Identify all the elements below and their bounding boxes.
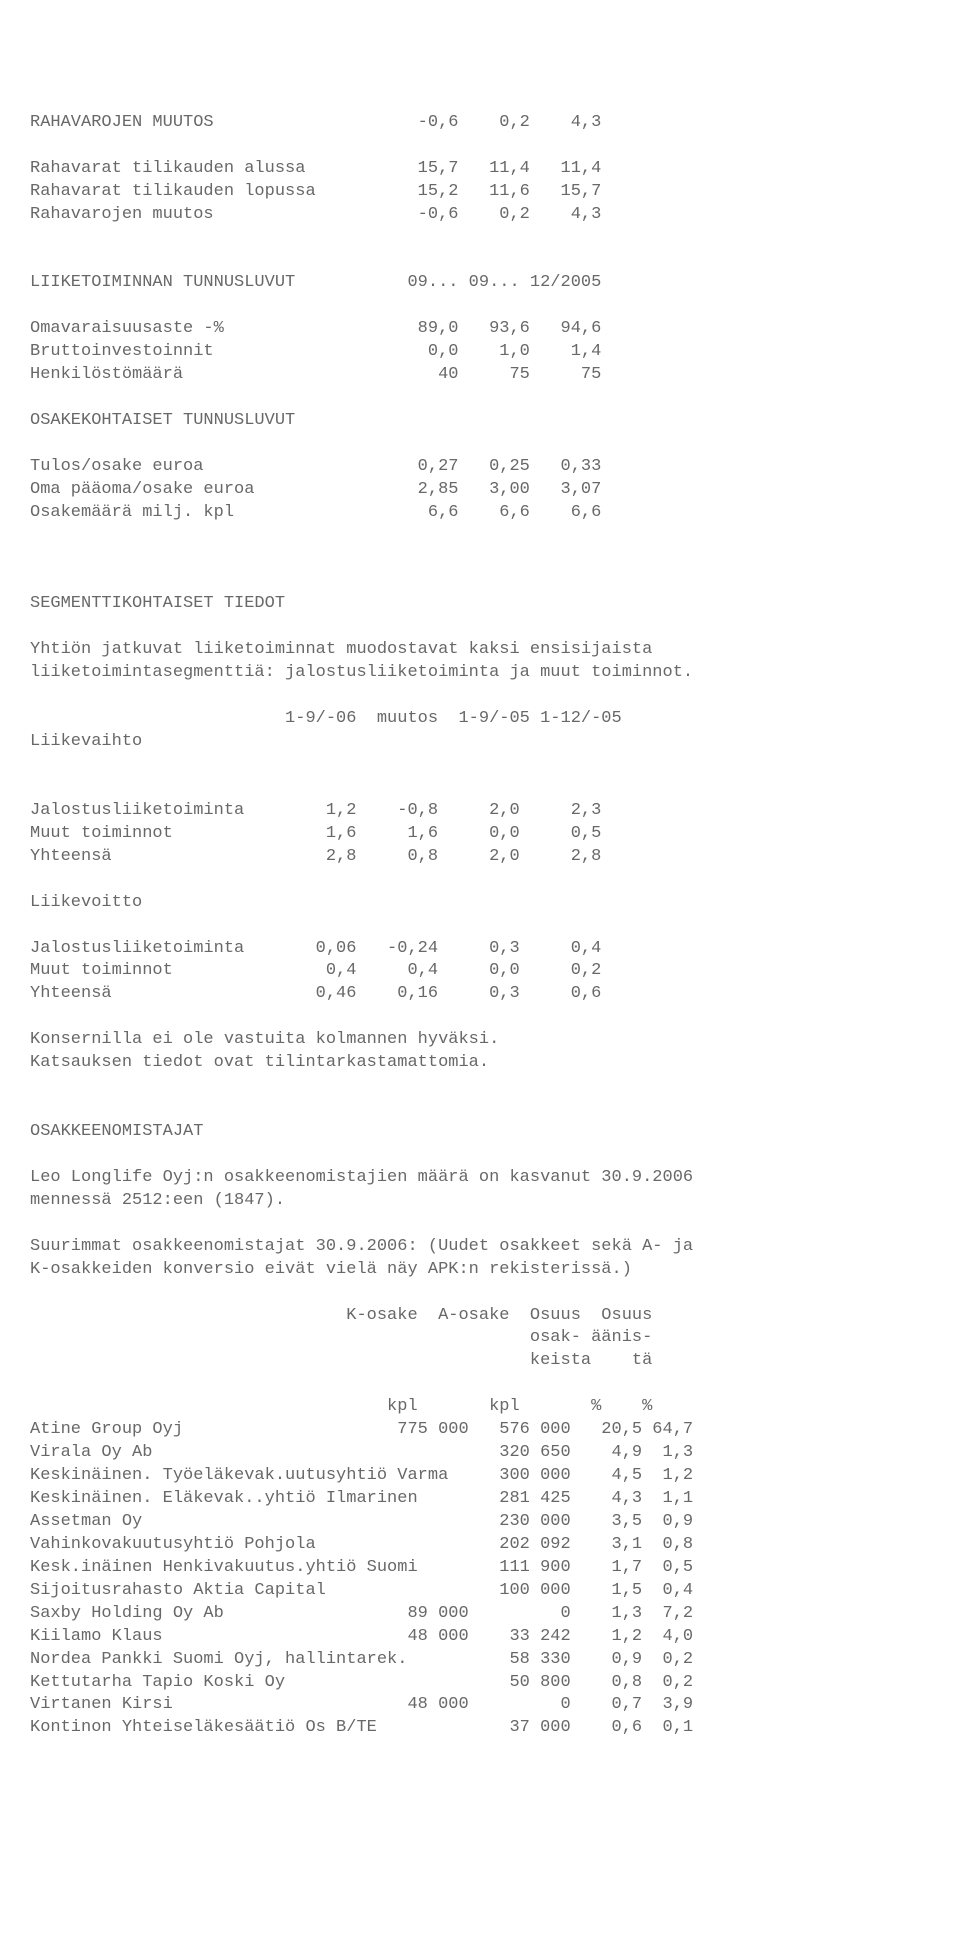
document-body: RAHAVAROJEN MUUTOS -0,6 0,2 4,3 Rahavara… [30,112,930,1741]
